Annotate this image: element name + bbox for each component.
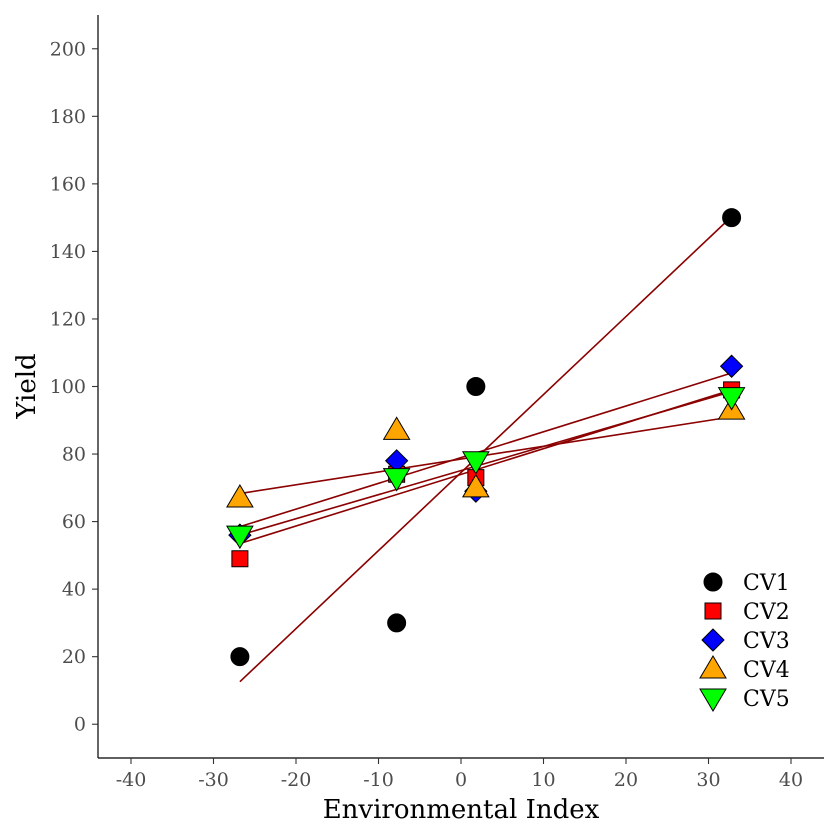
y-tick-label: 20: [62, 646, 86, 668]
y-tick-label: 120: [50, 308, 86, 330]
regression-line-cv5: [239, 390, 732, 536]
legend-label: CV2: [743, 600, 790, 625]
x-tick-label: 40: [779, 769, 803, 791]
legend-label: CV1: [743, 571, 790, 596]
y-axis-title: Yield: [12, 353, 42, 419]
data-point-cv4: [226, 483, 254, 508]
legend-label: CV4: [743, 658, 790, 683]
data-point-cv3: [719, 354, 744, 378]
y-tick-label: 80: [62, 444, 86, 466]
data-point-cv5: [226, 525, 254, 550]
x-tick-label: -40: [116, 769, 147, 791]
legend: CV1 CV2 CV3 CV4 CV5: [699, 571, 790, 712]
data-point-cv1: [387, 613, 407, 633]
legend-key-cv2: [704, 602, 722, 620]
legend-key-cv1: [703, 572, 723, 592]
y-tick-label: 40: [62, 579, 86, 601]
data-point-cv5: [461, 451, 490, 475]
y-tick-label: 0: [74, 714, 86, 736]
x-tick-label: 10: [531, 769, 555, 791]
legend-key-cv5: [699, 688, 727, 712]
y-tick-label: 200: [50, 38, 86, 60]
plot-area: [226, 208, 746, 683]
y-tick-label: 180: [50, 106, 86, 128]
data-point-cv5: [382, 468, 411, 492]
legend-label: CV3: [743, 629, 790, 654]
legend-key-cv4: [699, 655, 727, 679]
x-tick-label: -30: [198, 769, 229, 791]
data-point-cv1: [722, 208, 742, 228]
y-tick-label: 140: [50, 241, 86, 263]
x-axis-title: Environmental Index: [323, 795, 600, 825]
data-point-cv5: [717, 387, 746, 411]
y-tick-label: 60: [62, 511, 86, 533]
data-point-cv4: [382, 416, 411, 440]
x-tick-label: -10: [363, 769, 394, 791]
data-point-cv1: [466, 377, 486, 396]
data-point-cv1: [230, 647, 250, 667]
legend-label: CV5: [743, 687, 790, 712]
data-point-cv4: [461, 473, 490, 498]
x-tick-label: 0: [455, 769, 467, 791]
x-tick-label: 30: [696, 769, 720, 791]
regression-line-cv3: [239, 372, 732, 528]
x-tick-label: -20: [281, 769, 312, 791]
y-tick-label: 100: [50, 376, 86, 398]
legend-key-cv3: [701, 628, 725, 652]
axes: 0 20 40 60 80 100 120 140 160 180 200 -40 -30 -20 -10 0…: [50, 15, 824, 791]
x-tick-label: 20: [614, 769, 638, 791]
y-tick-label: 160: [50, 173, 86, 195]
data-point-cv2: [231, 550, 249, 568]
